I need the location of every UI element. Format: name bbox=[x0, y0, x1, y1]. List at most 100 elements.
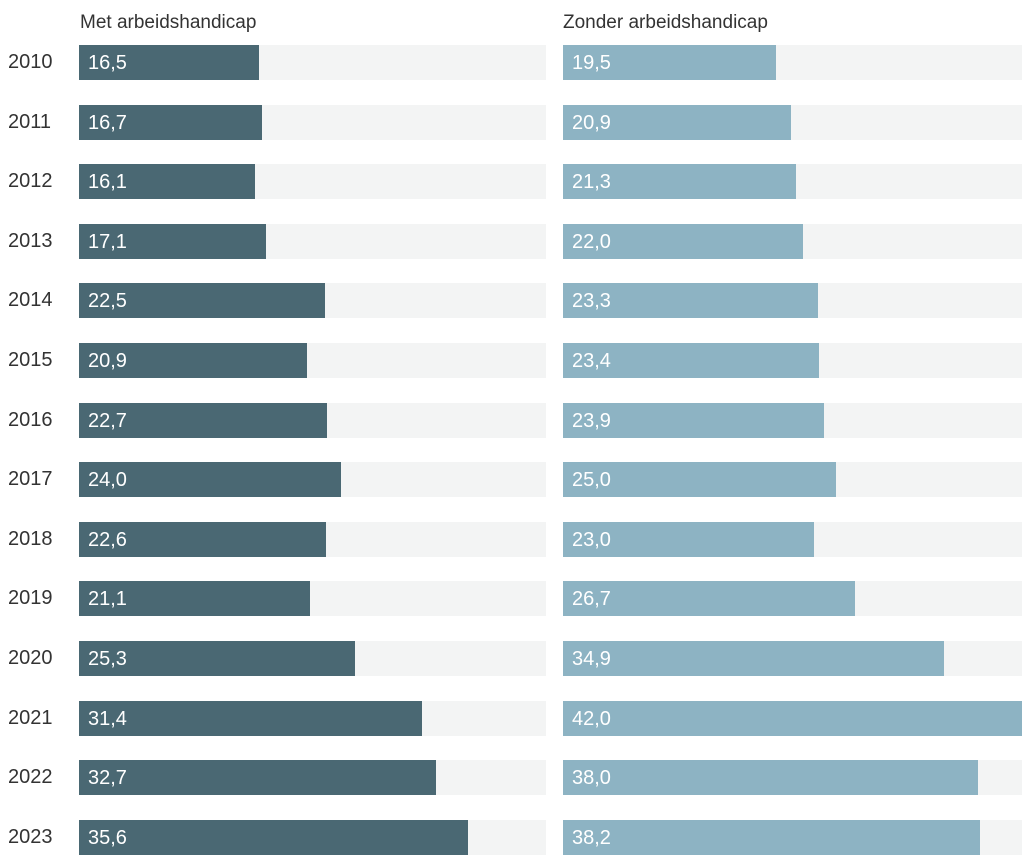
bar-track: 34,9 bbox=[563, 641, 1022, 676]
bar: 22,7 bbox=[79, 403, 327, 438]
bar-value-label: 42,0 bbox=[572, 708, 611, 730]
bar-track: 16,7 bbox=[79, 105, 546, 140]
bar-track: 23,3 bbox=[563, 283, 1022, 318]
bar: 25,3 bbox=[79, 641, 355, 676]
year-label: 2011 bbox=[8, 111, 52, 133]
bar-value-label: 34,9 bbox=[572, 648, 611, 670]
bar-track: 25,0 bbox=[563, 462, 1022, 497]
bar-track: 22,6 bbox=[79, 522, 546, 557]
bar: 22,6 bbox=[79, 522, 326, 557]
year-label: 2019 bbox=[8, 587, 53, 609]
bar-value-label: 22,7 bbox=[88, 410, 127, 432]
bar-track: 20,9 bbox=[563, 105, 1022, 140]
bar: 21,1 bbox=[79, 581, 310, 616]
bar: 17,1 bbox=[79, 224, 266, 259]
bar: 26,7 bbox=[563, 581, 855, 616]
bar-value-label: 25,0 bbox=[572, 469, 611, 491]
bar-track: 38,2 bbox=[563, 820, 1022, 855]
bar-track: 35,6 bbox=[79, 820, 546, 855]
bar-value-label: 24,0 bbox=[88, 469, 127, 491]
bar-track: 24,0 bbox=[79, 462, 546, 497]
bar: 32,7 bbox=[79, 760, 436, 795]
bar-value-label: 22,6 bbox=[88, 529, 127, 551]
bar: 16,1 bbox=[79, 164, 255, 199]
bar-track: 31,4 bbox=[79, 701, 546, 736]
year-label: 2020 bbox=[8, 647, 53, 669]
bar-value-label: 17,1 bbox=[88, 231, 127, 253]
bar-value-label: 16,7 bbox=[88, 112, 127, 134]
bar-track: 26,7 bbox=[563, 581, 1022, 616]
bar-track: 21,3 bbox=[563, 164, 1022, 199]
bar-track: 22,7 bbox=[79, 403, 546, 438]
year-label: 2016 bbox=[8, 409, 53, 431]
bar-value-label: 32,7 bbox=[88, 767, 127, 789]
year-label: 2012 bbox=[8, 170, 53, 192]
year-label: 2014 bbox=[8, 289, 53, 311]
bar-value-label: 20,9 bbox=[572, 112, 611, 134]
bar: 23,4 bbox=[563, 343, 819, 378]
bar-track: 19,5 bbox=[563, 45, 1022, 80]
bar-track: 23,0 bbox=[563, 522, 1022, 557]
bar: 22,0 bbox=[563, 224, 803, 259]
bar-value-label: 38,0 bbox=[572, 767, 611, 789]
bar-track: 21,1 bbox=[79, 581, 546, 616]
panel-title-zonder-arbeidshandicap: Zonder arbeidshandicap bbox=[563, 12, 768, 33]
bar-track: 22,5 bbox=[79, 283, 546, 318]
year-label: 2015 bbox=[8, 349, 53, 371]
year-label: 2021 bbox=[8, 707, 53, 729]
bar-value-label: 26,7 bbox=[572, 588, 611, 610]
bar-value-label: 38,2 bbox=[572, 827, 611, 849]
bar-value-label: 35,6 bbox=[88, 827, 127, 849]
bar: 23,0 bbox=[563, 522, 814, 557]
bar-value-label: 23,4 bbox=[572, 350, 611, 372]
bar-value-label: 31,4 bbox=[88, 708, 127, 730]
year-label: 2010 bbox=[8, 51, 53, 73]
bar: 23,9 bbox=[563, 403, 824, 438]
year-label: 2013 bbox=[8, 230, 53, 252]
year-label: 2018 bbox=[8, 528, 53, 550]
bar-track: 20,9 bbox=[79, 343, 546, 378]
year-label: 2022 bbox=[8, 766, 53, 788]
bar-track: 25,3 bbox=[79, 641, 546, 676]
bar: 24,0 bbox=[79, 462, 341, 497]
bar: 42,0 bbox=[563, 701, 1022, 736]
bar: 23,3 bbox=[563, 283, 818, 318]
bar-value-label: 22,5 bbox=[88, 290, 127, 312]
bar-track: 38,0 bbox=[563, 760, 1022, 795]
bar-value-label: 25,3 bbox=[88, 648, 127, 670]
bar: 16,5 bbox=[79, 45, 259, 80]
bar-track: 16,5 bbox=[79, 45, 546, 80]
bar: 16,7 bbox=[79, 105, 262, 140]
bar: 38,2 bbox=[563, 820, 980, 855]
bar-value-label: 16,1 bbox=[88, 171, 127, 193]
bar: 20,9 bbox=[563, 105, 791, 140]
bar-value-label: 21,3 bbox=[572, 171, 611, 193]
bar-track: 23,9 bbox=[563, 403, 1022, 438]
bar-track: 16,1 bbox=[79, 164, 546, 199]
bar-value-label: 22,0 bbox=[572, 231, 611, 253]
bar: 21,3 bbox=[563, 164, 796, 199]
bar: 34,9 bbox=[563, 641, 944, 676]
bar: 35,6 bbox=[79, 820, 468, 855]
bar: 22,5 bbox=[79, 283, 325, 318]
bar-value-label: 20,9 bbox=[88, 350, 127, 372]
bar: 31,4 bbox=[79, 701, 422, 736]
bar-track: 32,7 bbox=[79, 760, 546, 795]
bar-value-label: 23,3 bbox=[572, 290, 611, 312]
year-label: 2017 bbox=[8, 468, 53, 490]
bar: 38,0 bbox=[563, 760, 978, 795]
bar: 19,5 bbox=[563, 45, 776, 80]
panel-title-met-arbeidshandicap: Met arbeidshandicap bbox=[80, 12, 257, 33]
bar: 25,0 bbox=[563, 462, 836, 497]
bar-value-label: 16,5 bbox=[88, 52, 127, 74]
bar-track: 17,1 bbox=[79, 224, 546, 259]
bar-value-label: 21,1 bbox=[88, 588, 127, 610]
bar-track: 22,0 bbox=[563, 224, 1022, 259]
bar-value-label: 23,0 bbox=[572, 529, 611, 551]
bar: 20,9 bbox=[79, 343, 307, 378]
bar-track: 42,0 bbox=[563, 701, 1022, 736]
bar-value-label: 23,9 bbox=[572, 410, 611, 432]
bar-track: 23,4 bbox=[563, 343, 1022, 378]
bar-value-label: 19,5 bbox=[572, 52, 611, 74]
year-label: 2023 bbox=[8, 826, 53, 848]
